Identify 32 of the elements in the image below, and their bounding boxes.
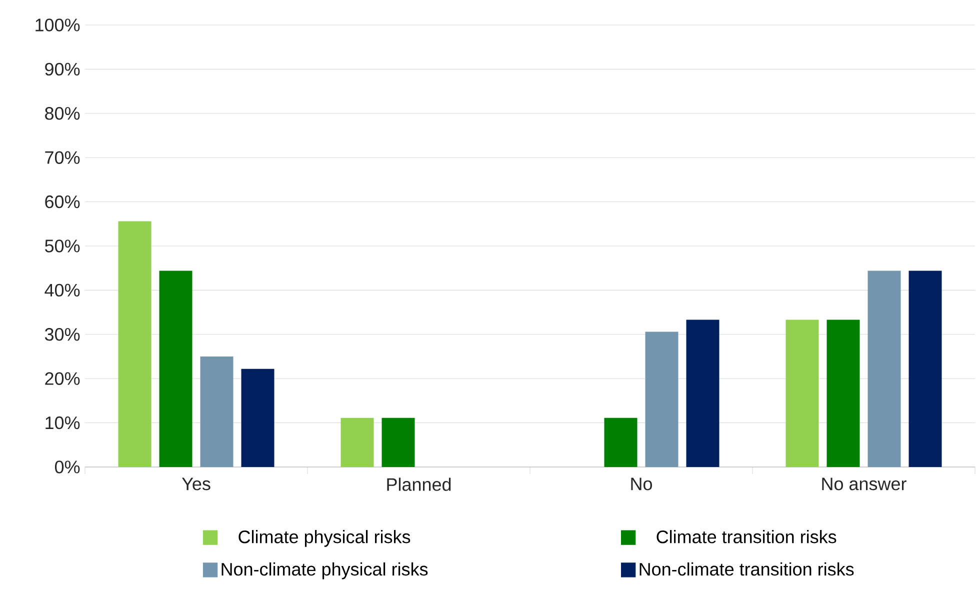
y-tick-label: 90% bbox=[45, 62, 80, 76]
legend-label: Climate transition risks bbox=[656, 530, 836, 544]
x-tick-label: Planned bbox=[387, 478, 451, 491]
bar bbox=[786, 320, 819, 467]
y-tick-label: 70% bbox=[45, 151, 80, 164]
bar bbox=[159, 270, 192, 467]
x-tick-label: No bbox=[631, 478, 652, 490]
bar bbox=[604, 418, 638, 467]
bar bbox=[908, 270, 942, 467]
bar bbox=[826, 320, 860, 467]
legend-label: Non-climate transition risks bbox=[640, 562, 854, 576]
y-tick-label: 30% bbox=[44, 328, 80, 341]
bar bbox=[382, 418, 415, 467]
y-tick-label: 100% bbox=[36, 18, 80, 32]
bar bbox=[340, 418, 374, 467]
y-tick-label: 0% bbox=[54, 460, 80, 474]
y-tick-label: 20% bbox=[45, 372, 80, 385]
bar bbox=[686, 320, 720, 467]
bar bbox=[241, 368, 274, 467]
legend-label: Non-climate physical risks bbox=[222, 562, 428, 580]
legend-label: Climate physical risks bbox=[238, 530, 410, 547]
bar bbox=[645, 332, 678, 467]
bar bbox=[118, 221, 152, 467]
y-tick-label: 40% bbox=[44, 284, 80, 297]
y-tick-label: 10% bbox=[46, 416, 80, 430]
y-tick-label: 80% bbox=[45, 107, 80, 120]
bar bbox=[200, 356, 234, 467]
y-tick-label: 50% bbox=[44, 240, 80, 252]
y-tick-label: 60% bbox=[45, 195, 80, 208]
bar bbox=[868, 270, 901, 467]
x-tick-label: No answer bbox=[822, 478, 906, 490]
x-tick-label: Yes bbox=[182, 478, 210, 490]
